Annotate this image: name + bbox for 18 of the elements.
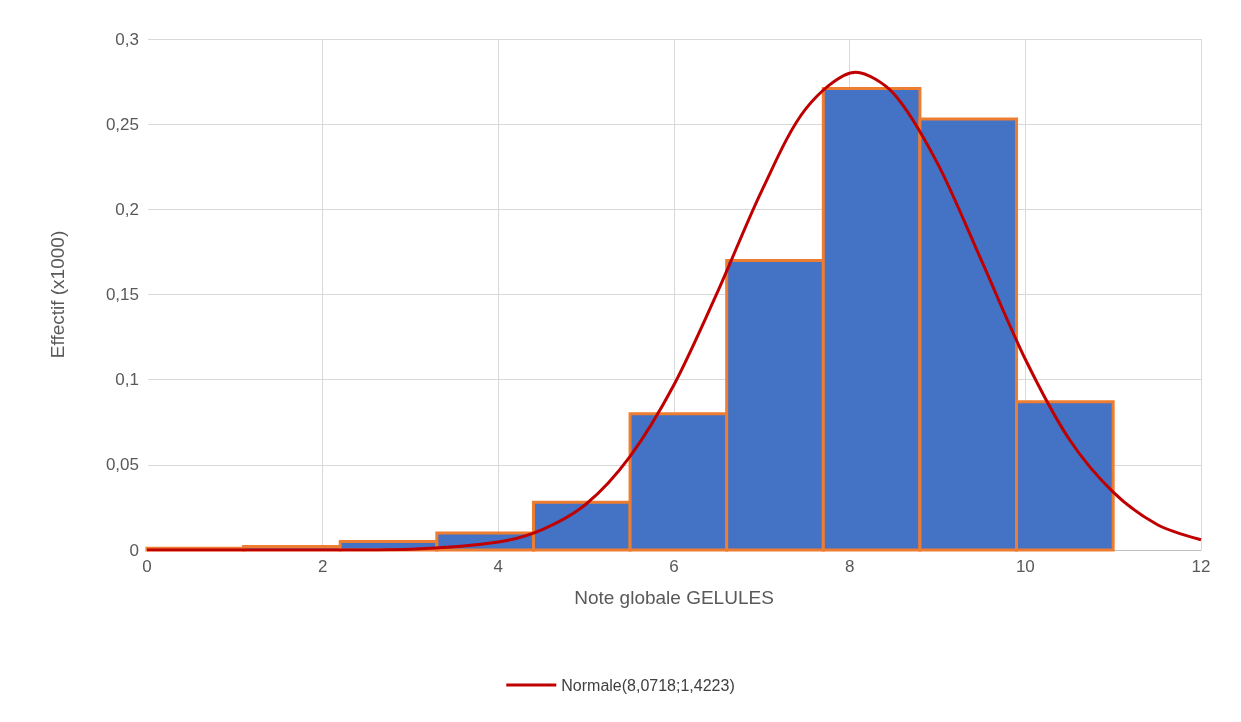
- x-tick-label: 2: [317, 557, 328, 576]
- x-tick-label: 0: [142, 557, 152, 576]
- y-tick-label: 0,3: [115, 29, 139, 49]
- legend-label: Normale(8,0718;1,4223): [561, 676, 735, 694]
- x-tick-label: 6: [669, 557, 679, 576]
- y-tick-label: 0,05: [105, 455, 139, 475]
- y-tick-label: 0,2: [115, 199, 139, 219]
- line-series: [145, 70, 1203, 552]
- y-axis-title: Effectif (x1000): [47, 230, 68, 359]
- y-tick-label: 0,1: [115, 370, 139, 390]
- x-tick-label: 4: [493, 557, 504, 576]
- x-tick-label: 12: [1191, 557, 1211, 576]
- x-axis-title: Note globale GELULES: [574, 587, 774, 608]
- x-tick-label: 10: [1015, 557, 1035, 576]
- x-tick-label: 8: [844, 557, 855, 576]
- y-tick-label: 0,25: [105, 114, 139, 134]
- y-tick-label: 0: [129, 540, 139, 560]
- y-tick-label: 0,15: [105, 285, 139, 304]
